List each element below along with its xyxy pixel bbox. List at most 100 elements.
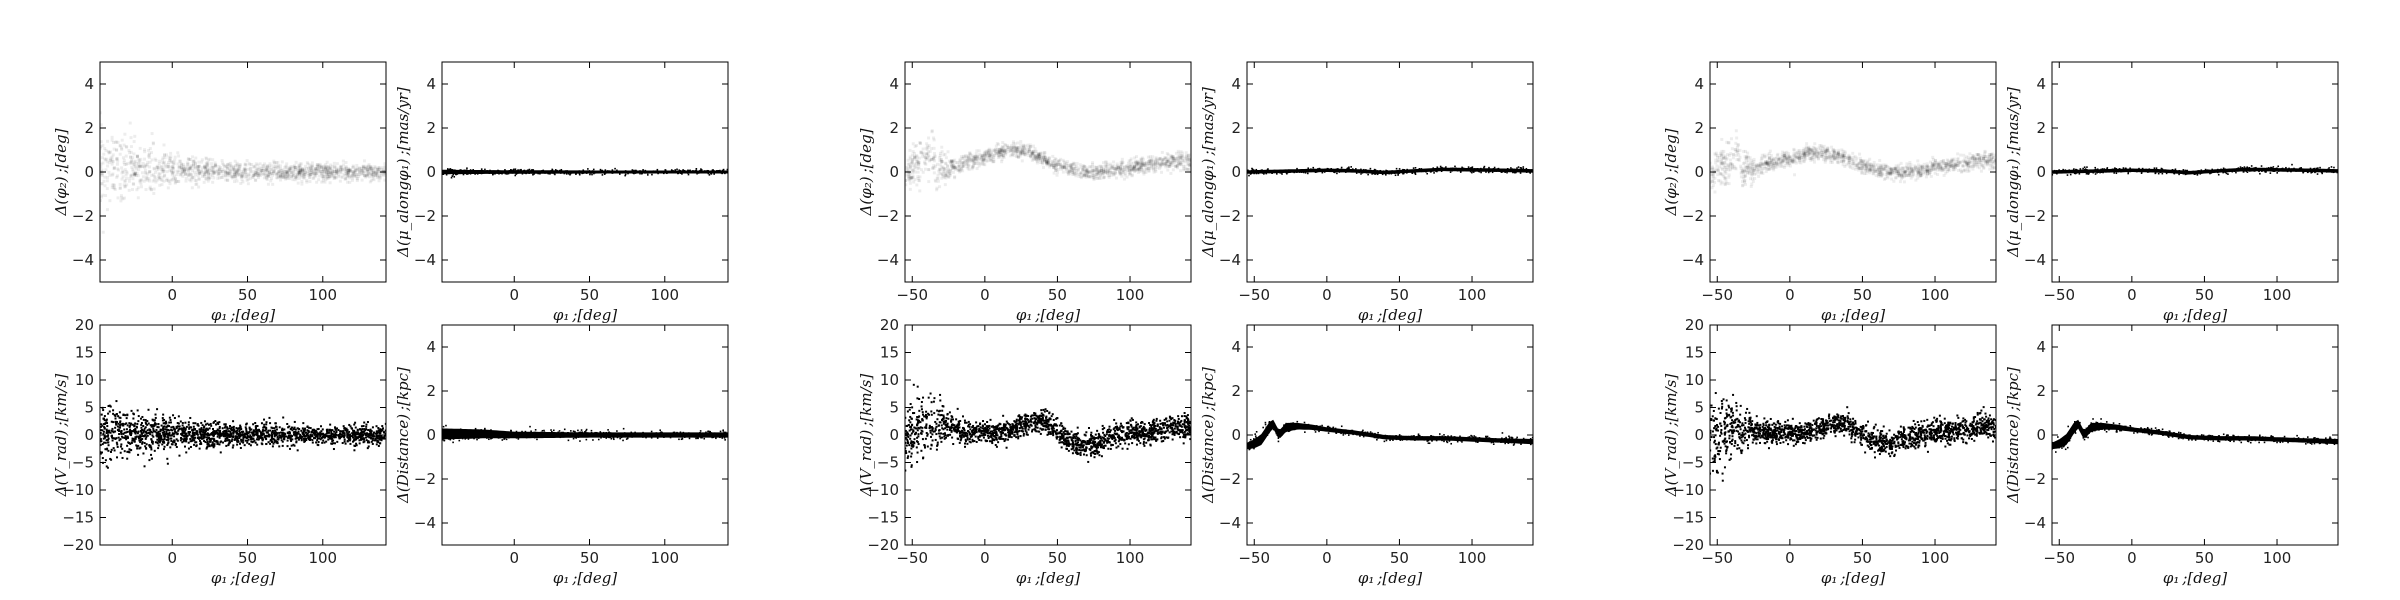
data-point [232, 431, 235, 434]
data-point [356, 432, 359, 435]
data-point [1034, 157, 1038, 161]
data-point [711, 169, 714, 172]
data-point [909, 177, 913, 181]
data-point [378, 432, 381, 435]
data-point [1045, 160, 1049, 164]
data-point [221, 161, 225, 165]
data-point [695, 437, 697, 440]
data-point [177, 165, 181, 169]
data-point [1114, 166, 1118, 170]
data-point [1095, 166, 1099, 170]
data-point [360, 169, 364, 173]
data-point [301, 431, 304, 434]
data-point [466, 169, 468, 172]
data-point [467, 170, 469, 173]
data-point [939, 158, 943, 162]
data-point [690, 433, 693, 435]
data-point [1139, 165, 1143, 169]
data-point [157, 175, 161, 179]
data-point [282, 416, 285, 419]
data-point [320, 165, 324, 169]
data-point [1091, 171, 1095, 175]
data-point [335, 171, 339, 175]
data-point [367, 163, 371, 167]
data-point [297, 169, 301, 173]
data-point [1023, 147, 1027, 151]
data-point [624, 174, 626, 177]
data-point [1043, 158, 1047, 162]
data-point [1118, 168, 1122, 172]
data-point [248, 173, 252, 177]
data-point [153, 419, 156, 422]
data-point [110, 429, 113, 432]
data-point [204, 423, 207, 426]
data-point [310, 164, 314, 168]
data-point [318, 437, 321, 440]
data-point [243, 435, 246, 438]
data-point [1101, 168, 1105, 172]
data-point [137, 444, 140, 447]
data-point [485, 432, 488, 435]
data-point [275, 172, 279, 176]
data-point [1158, 166, 1162, 170]
data-point [558, 169, 561, 172]
data-point [146, 160, 150, 164]
data-point [378, 165, 382, 169]
data-point [159, 438, 162, 441]
data-point [348, 439, 351, 442]
data-point [324, 165, 328, 169]
data-point [360, 433, 363, 436]
data-point [210, 424, 213, 427]
data-point [651, 432, 653, 435]
data-point [332, 448, 335, 451]
data-point [329, 171, 333, 175]
data-point [132, 140, 136, 144]
data-point [697, 172, 700, 174]
data-point [1133, 164, 1137, 168]
data-point [225, 164, 229, 168]
data-point [930, 130, 934, 134]
data-point [216, 442, 219, 445]
data-point [980, 160, 984, 164]
data-point [122, 158, 126, 162]
data-point [236, 168, 240, 172]
data-point [1062, 163, 1066, 167]
data-point [157, 444, 160, 447]
data-point [107, 170, 111, 174]
data-point [296, 173, 300, 177]
data-point [200, 421, 203, 424]
data-point [585, 438, 588, 441]
data-point [1133, 165, 1137, 169]
data-point [552, 170, 555, 173]
data-point [272, 442, 275, 445]
data-point [123, 162, 127, 166]
data-point [217, 164, 221, 168]
data-point [1029, 155, 1033, 159]
data-point [366, 435, 369, 438]
data-point [715, 171, 717, 173]
data-point [259, 171, 263, 175]
data-point [362, 159, 366, 163]
data-point [238, 172, 242, 176]
data-point [213, 430, 216, 433]
data-point [974, 161, 978, 165]
data-point [945, 170, 949, 174]
data-point [1131, 167, 1135, 171]
data-point [368, 175, 372, 179]
data-point [300, 168, 304, 172]
data-point [1041, 160, 1045, 164]
data-point [980, 153, 984, 157]
data-point [458, 439, 461, 442]
data-point [171, 166, 175, 170]
data-point [296, 168, 300, 172]
data-point [373, 170, 377, 174]
data-point [150, 132, 154, 136]
data-point [162, 440, 165, 443]
data-point [528, 170, 531, 173]
data-point [250, 431, 253, 434]
data-point [211, 180, 215, 184]
y-tick-label: 15 [75, 344, 94, 362]
data-point [244, 171, 248, 175]
data-point [157, 447, 160, 450]
data-point [533, 436, 536, 439]
